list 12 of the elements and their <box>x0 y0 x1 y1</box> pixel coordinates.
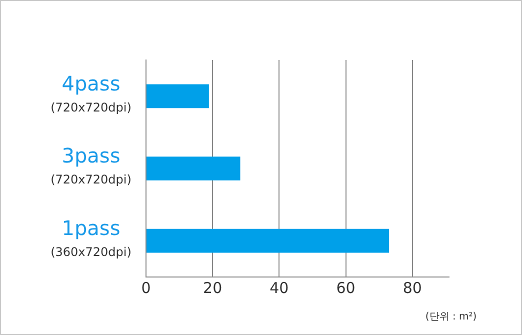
x-tick-label: 0 <box>141 278 151 297</box>
x-tick-label: 80 <box>402 278 422 297</box>
bar <box>146 156 240 180</box>
y-tick-label: 3pass (720x720dpi) <box>50 144 132 187</box>
bar <box>146 228 390 253</box>
x-tick-label: 60 <box>336 278 356 297</box>
bar <box>146 84 209 108</box>
y-tick-label: 1pass (360x720dpi) <box>50 216 132 259</box>
x-axis-title: (단위 : m²) <box>425 312 477 323</box>
x-tick-label: 20 <box>203 278 222 297</box>
x-tick-label: 40 <box>270 278 289 297</box>
y-tick-label: 4pass (720x720dpi) <box>50 71 132 114</box>
